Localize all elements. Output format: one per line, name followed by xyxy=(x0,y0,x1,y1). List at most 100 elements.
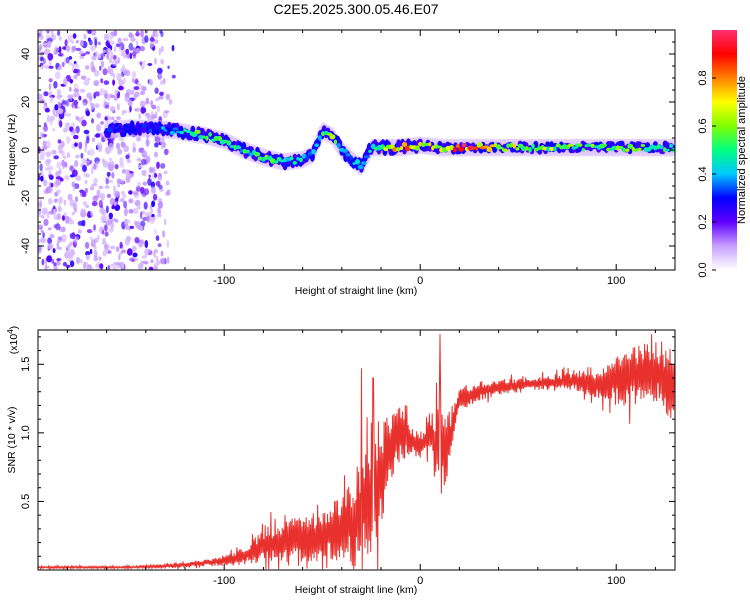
spectrogram-noise-blob xyxy=(39,155,45,161)
spectrogram-noise-blob xyxy=(46,115,51,123)
spectrogram-y-tick-label: -20 xyxy=(20,190,32,206)
spectrogram-noise-blob xyxy=(106,52,110,60)
spectrogram-noise-blob xyxy=(108,37,112,44)
spectrogram-noise-blob xyxy=(84,173,90,178)
spectrogram-noise-blob xyxy=(156,67,163,75)
spectrogram-noise-blob xyxy=(69,254,74,259)
spectrogram-noise-blob xyxy=(85,108,90,116)
spectrogram-noise-blob xyxy=(43,218,49,226)
spectrogram-noise-blob xyxy=(103,80,110,85)
spectrogram-noise-blob xyxy=(158,48,161,56)
spectrogram-noise-blob xyxy=(49,211,55,215)
spectrogram-noise-blob xyxy=(51,30,54,36)
spectrogram-noise-blob xyxy=(72,45,76,52)
spectrogram-noise-blob xyxy=(145,138,150,147)
spectrogram-noise-blob xyxy=(154,151,158,158)
spectrogram-noise-blob xyxy=(143,60,146,67)
spectrogram-noise-blob xyxy=(154,57,157,65)
spectrogram-noise-blob xyxy=(124,237,131,246)
spectrogram-noise-blob xyxy=(50,182,54,188)
spectrogram-noise-blob xyxy=(153,250,157,258)
spectrogram-ridge-core xyxy=(584,144,589,148)
spectrogram-noise-blob xyxy=(105,104,110,109)
spectrogram-noise-blob xyxy=(163,218,167,226)
spectrogram-noise-blob xyxy=(109,157,112,162)
spectrogram-noise-blob xyxy=(112,185,117,192)
spectrogram-ridge-core xyxy=(158,125,162,132)
spectrogram-noise-blob xyxy=(98,185,103,189)
spectrogram-noise-blob xyxy=(65,264,71,269)
spectrogram-ridge-core xyxy=(577,143,583,147)
spectrogram-noise-blob xyxy=(136,181,142,187)
spectrogram-noise-blob xyxy=(91,66,96,73)
colorbar-scale xyxy=(712,30,737,270)
spectrogram-ridge-core xyxy=(333,139,338,145)
spectrogram-noise-blob xyxy=(134,191,139,196)
spectrogram-noise-blob xyxy=(144,240,149,248)
spectrogram-ridge-core xyxy=(587,143,592,147)
spectrogram-noise-blob xyxy=(69,219,75,225)
spectrogram-ridge-core xyxy=(618,145,624,150)
spectrogram-ridge-core xyxy=(455,144,460,148)
spectrogram-noise-blob xyxy=(118,85,124,91)
snr-y-tick-label: 1.0 xyxy=(20,425,32,440)
spectrogram-noise-blob xyxy=(140,158,147,166)
spectrogram-noise-blob xyxy=(89,45,96,52)
spectrogram-noise-blob xyxy=(113,30,118,37)
spectrogram-noise-blob xyxy=(120,178,125,184)
spectrogram-noise-blob xyxy=(155,97,160,102)
spectrogram-noise-blob xyxy=(53,198,58,203)
spectrogram-noise-blob xyxy=(134,91,140,98)
spectrogram-ridge-core xyxy=(659,145,664,150)
spectrogram-ridge-core xyxy=(349,155,354,161)
spectrogram-noise-blob xyxy=(65,122,71,131)
spectrogram-ridge-core xyxy=(354,159,361,165)
spectrogram-noise-blob xyxy=(69,165,74,171)
spectrogram-noise-blob xyxy=(142,181,147,186)
spectrogram-noise-blob xyxy=(139,100,146,108)
spectrogram-noise-blob xyxy=(84,241,90,249)
colorbar-tick-label: 0.2 xyxy=(697,214,709,229)
spectrogram-noise-blob xyxy=(104,185,110,189)
snr-x-label: Height of straight line (km) xyxy=(295,584,418,596)
spectrogram-noise-blob xyxy=(154,228,157,236)
spectrogram-noise-blob xyxy=(153,262,158,268)
spectrogram-noise-blob xyxy=(45,158,51,167)
spectrogram-noise-blob xyxy=(125,48,130,55)
spectrogram-noise-blob xyxy=(155,31,159,38)
spectrogram-noise-blob xyxy=(59,120,63,128)
spectrogram-x-tick-label: -100 xyxy=(213,275,235,287)
spectrogram-noise-blob xyxy=(139,260,144,268)
spectrogram-noise-blob xyxy=(38,202,41,206)
spectrogram-noise-blob xyxy=(116,92,121,99)
spectrogram-noise-blob xyxy=(131,71,136,79)
spectrogram-noise-blob xyxy=(79,88,86,93)
spectrogram-noise-blob xyxy=(90,61,95,68)
spectrogram-noise-blob xyxy=(81,75,87,80)
spectrogram-noise-blob xyxy=(122,64,126,73)
spectrogram-noise-blob xyxy=(148,266,154,270)
spectrogram-noise-blob xyxy=(64,215,70,224)
spectrogram-noise-blob xyxy=(52,107,56,116)
spectrogram-noise-blob xyxy=(82,164,87,172)
spectrogram-noise-blob xyxy=(54,113,58,117)
spectrogram-noise-blob xyxy=(47,227,52,231)
spectrogram-noise-blob xyxy=(157,201,163,209)
spectrogram-noise-blob xyxy=(109,68,114,76)
spectrogram-noise-blob xyxy=(118,254,121,261)
spectrogram-noise-blob xyxy=(160,58,165,65)
spectrogram-noise-blob xyxy=(44,64,50,70)
spectrogram-ridge-core xyxy=(122,124,128,129)
spectrogram-noise-blob xyxy=(49,233,54,238)
spectrogram-ridge-core xyxy=(169,130,176,136)
spectrogram-noise-blob xyxy=(107,250,112,254)
spectrogram-noise-blob xyxy=(99,88,105,96)
spectrogram-noise-blob xyxy=(80,208,87,215)
spectrogram-noise-blob xyxy=(60,226,66,233)
spectrogram-ridge-core xyxy=(276,156,282,162)
spectrogram-ridge-core xyxy=(273,160,279,164)
spectrogram-noise-blob xyxy=(90,267,95,270)
spectrogram-noise-blob xyxy=(66,248,70,253)
spectrogram-noise-blob xyxy=(64,175,70,181)
spectrogram-noise-blob xyxy=(153,39,159,44)
